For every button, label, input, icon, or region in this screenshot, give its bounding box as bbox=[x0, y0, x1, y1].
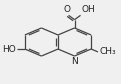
Text: CH₃: CH₃ bbox=[99, 47, 116, 56]
Text: O: O bbox=[64, 5, 71, 14]
Text: N: N bbox=[71, 57, 78, 66]
Text: OH: OH bbox=[82, 5, 95, 14]
Text: HO: HO bbox=[2, 45, 16, 54]
